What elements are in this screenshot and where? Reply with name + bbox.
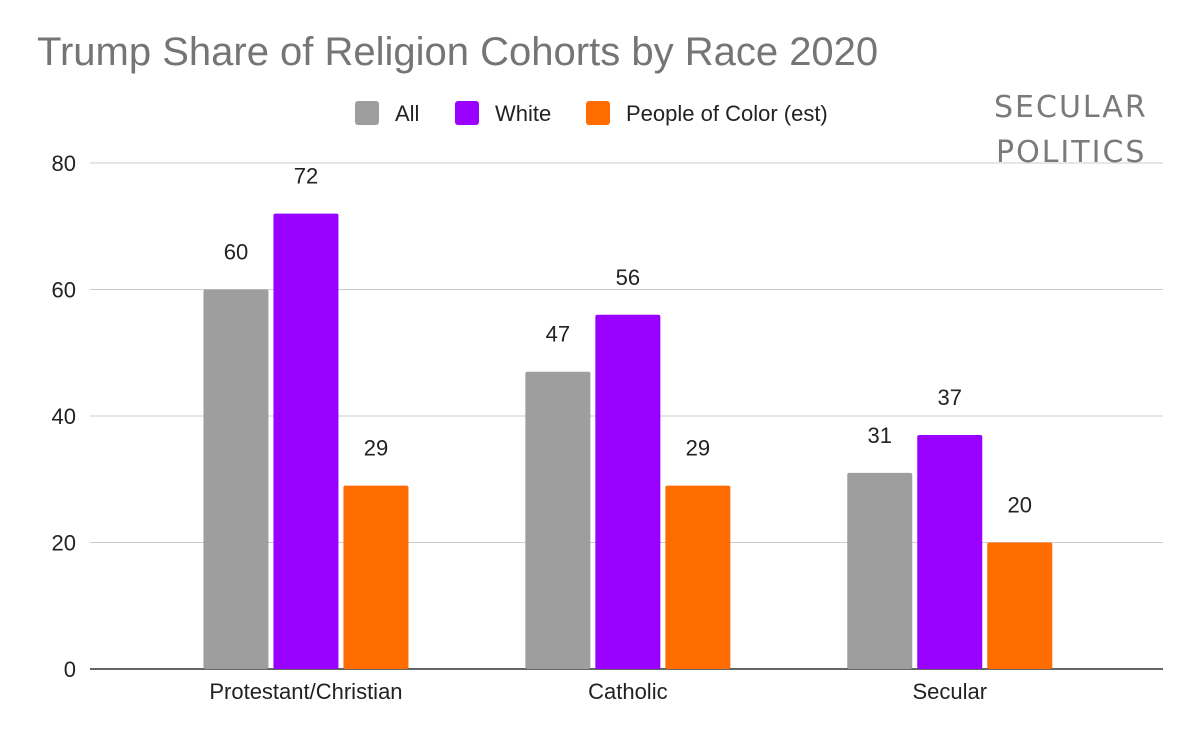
y-tick-label: 20 (52, 531, 76, 556)
data-label: 20 (1008, 493, 1032, 518)
y-tick-label: 0 (64, 657, 76, 682)
data-label: 29 (686, 436, 710, 461)
x-category-label: Secular (912, 679, 987, 704)
legend[interactable]: All White People of Color (est) (355, 101, 828, 126)
x-axis-labels: Protestant/Christian Catholic Secular (209, 679, 987, 704)
legend-item-label[interactable]: All (395, 101, 419, 126)
bar-all-protestant-christian (203, 289, 269, 669)
data-label: 47 (546, 322, 570, 347)
y-tick-label: 40 (52, 404, 76, 429)
legend-item-label[interactable]: People of Color (est) (626, 101, 828, 126)
data-label: 56 (616, 265, 640, 290)
bar-all-secular (847, 472, 913, 669)
logo-line-1: SECULAR (994, 90, 1148, 125)
y-axis-ticks: 0 20 40 60 80 (52, 151, 76, 682)
legend-swatch (455, 101, 479, 125)
bar-white-secular (917, 434, 983, 669)
gridlines (90, 162, 1163, 670)
bar-people-of-color-est-protestant-christian (343, 485, 409, 669)
legend-swatch (586, 101, 610, 125)
data-labels: 60 72 29 47 56 29 31 37 20 (224, 164, 1032, 518)
chart-title: Trump Share of Religion Cohorts by Race … (37, 30, 879, 74)
data-label: 72 (294, 164, 318, 189)
y-tick-label: 60 (52, 278, 76, 303)
data-label: 37 (938, 385, 962, 410)
y-tick-label: 80 (52, 151, 76, 176)
bar-people-of-color-est-catholic (665, 485, 731, 669)
bars (203, 213, 1053, 669)
x-category-label: Catholic (588, 679, 667, 704)
bar-people-of-color-est-secular (987, 542, 1053, 669)
legend-swatch (355, 101, 379, 125)
data-label: 31 (868, 423, 892, 448)
bar-white-catholic (595, 314, 661, 669)
data-label: 29 (364, 436, 388, 461)
data-label: 60 (224, 240, 248, 265)
bar-white-protestant-christian (273, 213, 339, 669)
x-category-label: Protestant/Christian (209, 679, 402, 704)
legend-item-label[interactable]: White (495, 101, 551, 126)
bar-all-catholic (525, 371, 591, 669)
